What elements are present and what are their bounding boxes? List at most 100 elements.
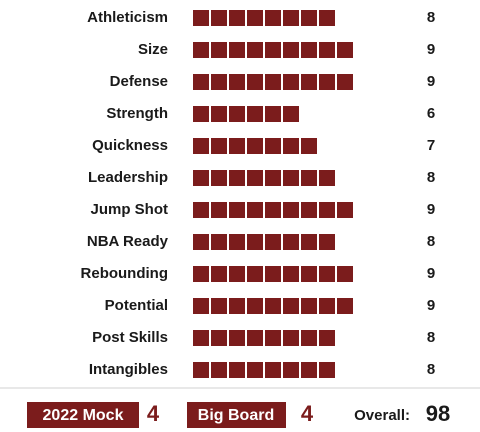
rating-square — [193, 42, 209, 58]
rating-square — [301, 10, 317, 26]
board-label: Big Board — [198, 407, 274, 424]
rating-square — [193, 330, 209, 346]
rating-square — [319, 234, 335, 250]
rating-label: Jump Shot — [91, 201, 169, 218]
rating-square — [247, 106, 263, 122]
board-value: 4 — [301, 401, 314, 426]
rating-square — [229, 10, 245, 26]
rating-square — [193, 74, 209, 90]
rating-label: Defense — [110, 73, 168, 90]
rating-square — [301, 42, 317, 58]
rating-square — [229, 106, 245, 122]
rating-square — [193, 234, 209, 250]
rating-square — [193, 106, 209, 122]
rating-square — [283, 106, 299, 122]
rating-square — [229, 170, 245, 186]
rating-bar — [193, 42, 353, 58]
rating-square — [211, 170, 227, 186]
mock-badge — [27, 402, 139, 428]
rating-value: 8 — [427, 361, 435, 378]
rating-bar — [193, 202, 353, 218]
rating-square — [265, 42, 281, 58]
rating-square — [301, 170, 317, 186]
rating-bar — [193, 74, 353, 90]
rating-square — [193, 266, 209, 282]
rating-square — [211, 330, 227, 346]
rating-label: Post Skills — [92, 329, 168, 346]
rating-bar — [193, 330, 335, 346]
rating-square — [283, 10, 299, 26]
rating-square — [319, 10, 335, 26]
rating-bar — [193, 10, 335, 26]
rating-square — [283, 74, 299, 90]
rating-square — [265, 106, 281, 122]
rating-square — [247, 362, 263, 378]
rating-square — [229, 42, 245, 58]
overall-label: Overall: — [354, 407, 410, 424]
rating-label: Rebounding — [81, 265, 168, 282]
rating-square — [265, 202, 281, 218]
rating-square — [319, 74, 335, 90]
rating-square — [229, 202, 245, 218]
rating-square — [265, 362, 281, 378]
rating-square — [301, 202, 317, 218]
rating-square — [319, 170, 335, 186]
rating-bar — [193, 138, 317, 154]
rating-square — [265, 266, 281, 282]
rating-square — [211, 266, 227, 282]
rating-square — [211, 10, 227, 26]
rating-rows: Athleticism 8 Size 9 Defense 9 Strength 6 Quickn… — [81, 9, 435, 378]
rating-square — [229, 298, 245, 314]
rating-square — [211, 74, 227, 90]
rating-value: 8 — [427, 9, 435, 26]
rating-square — [229, 138, 245, 154]
rating-square — [337, 74, 353, 90]
rating-value: 9 — [427, 297, 435, 314]
mock-value: 4 — [147, 401, 160, 426]
rating-square — [193, 10, 209, 26]
rating-value: 7 — [427, 137, 435, 154]
overall-value: 98 — [426, 401, 450, 426]
rating-square — [229, 234, 245, 250]
rating-square — [319, 266, 335, 282]
rating-square — [247, 330, 263, 346]
rating-label: Athleticism — [87, 9, 168, 26]
rating-square — [301, 266, 317, 282]
rating-label: Intangibles — [89, 361, 168, 378]
rating-square — [247, 170, 263, 186]
rating-square — [211, 234, 227, 250]
rating-label: Potential — [105, 297, 168, 314]
rating-value: 9 — [427, 73, 435, 90]
rating-square — [265, 234, 281, 250]
rating-square — [265, 10, 281, 26]
rating-square — [265, 330, 281, 346]
rating-square — [319, 298, 335, 314]
rating-square — [211, 362, 227, 378]
rating-square — [301, 138, 317, 154]
rating-bar — [193, 170, 335, 186]
rating-square — [283, 170, 299, 186]
rating-square — [193, 170, 209, 186]
rating-square — [301, 234, 317, 250]
rating-square — [265, 298, 281, 314]
rating-square — [265, 138, 281, 154]
rating-square — [283, 202, 299, 218]
rating-value: 9 — [427, 265, 435, 282]
rating-bar — [193, 234, 335, 250]
rating-square — [247, 298, 263, 314]
rating-square — [247, 234, 263, 250]
rating-label: NBA Ready — [87, 233, 169, 250]
rating-value: 6 — [427, 105, 435, 122]
board-badge — [187, 402, 286, 428]
rating-square — [265, 74, 281, 90]
rating-square — [319, 330, 335, 346]
rating-bar — [193, 106, 299, 122]
rating-square — [229, 330, 245, 346]
rating-value: 8 — [427, 329, 435, 346]
rating-value: 8 — [427, 169, 435, 186]
rating-square — [301, 362, 317, 378]
rating-square — [211, 42, 227, 58]
rating-square — [211, 106, 227, 122]
rating-square — [283, 298, 299, 314]
